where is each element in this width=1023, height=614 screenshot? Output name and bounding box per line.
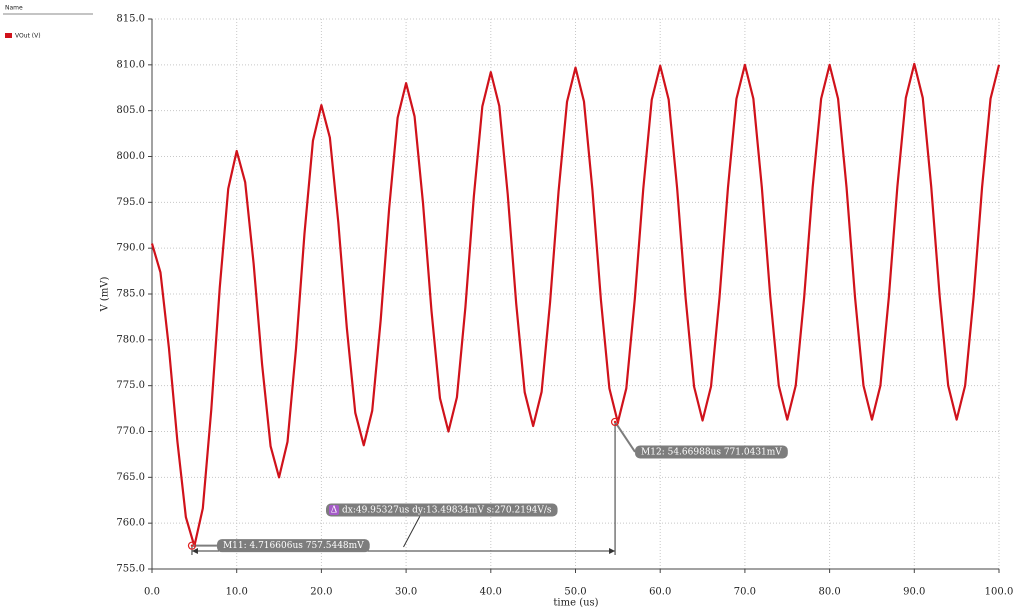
delta-icon-box: [329, 505, 339, 515]
marker-dot: [613, 420, 617, 424]
y-tick-label: 790.0: [116, 243, 145, 254]
y-tick-label: 780.0: [116, 334, 145, 345]
legend-swatch: [5, 33, 12, 38]
x-tick-label: 60.0: [649, 587, 671, 598]
marker-label-box: [216, 539, 370, 553]
x-tick-label: 30.0: [395, 587, 417, 598]
marker-dot: [190, 544, 194, 547]
y-tick-label: 795.0: [116, 197, 145, 208]
marker-pointer: [614, 421, 636, 453]
y-tick-label: 755.0: [116, 564, 145, 575]
y-tick-label: 775.0: [116, 380, 145, 391]
legend-label: VOut (V): [15, 33, 41, 40]
y-tick-label: 810.0: [116, 59, 145, 70]
marker-label: M12: 54.66988us 771.0431mV: [635, 445, 788, 459]
x-tick-label: 100.0: [985, 587, 1014, 598]
x-tick-label: 40.0: [480, 587, 502, 598]
marker-label-text: M11: 4.716606us 757.5448mV: [223, 541, 364, 551]
marker-label-box: [635, 445, 788, 459]
x-tick-label: 50.0: [564, 587, 586, 598]
y-tick-label: 785.0: [116, 289, 145, 300]
marker-label-text: M12: 54.66988us 771.0431mV: [641, 447, 782, 457]
x-tick-label: 0.0: [144, 587, 160, 598]
x-tick-label: 20.0: [310, 587, 332, 598]
sidebar-header: Name: [5, 5, 23, 12]
marker-label: M11: 4.716606us 757.5448mV: [216, 539, 370, 553]
x-tick-label: 80.0: [818, 587, 840, 598]
y-tick-label: 800.0: [116, 151, 145, 162]
series-line: [150, 62, 1001, 548]
marker-label-box: [326, 503, 558, 517]
y-tick-label: 760.0: [116, 518, 145, 529]
y-axis-label: V (mV): [100, 276, 111, 312]
y-tick-label: 805.0: [116, 105, 145, 116]
x-axis-label: time (us): [553, 598, 598, 609]
marker-point: [187, 541, 197, 550]
y-tick-label: 815.0: [116, 14, 145, 25]
delta-icon: Δ: [331, 506, 338, 516]
marker-point: [610, 417, 620, 427]
x-tick-label: 70.0: [734, 587, 756, 598]
delta-pointer: [403, 515, 421, 548]
y-tick-label: 765.0: [116, 472, 145, 483]
marker-label-text: dx:49.95327us dy:13.49834mV s:270.2194V/…: [342, 506, 552, 516]
x-tick-label: 90.0: [903, 587, 925, 598]
x-tick-label: 10.0: [226, 587, 248, 598]
y-tick-label: 770.0: [116, 426, 145, 437]
